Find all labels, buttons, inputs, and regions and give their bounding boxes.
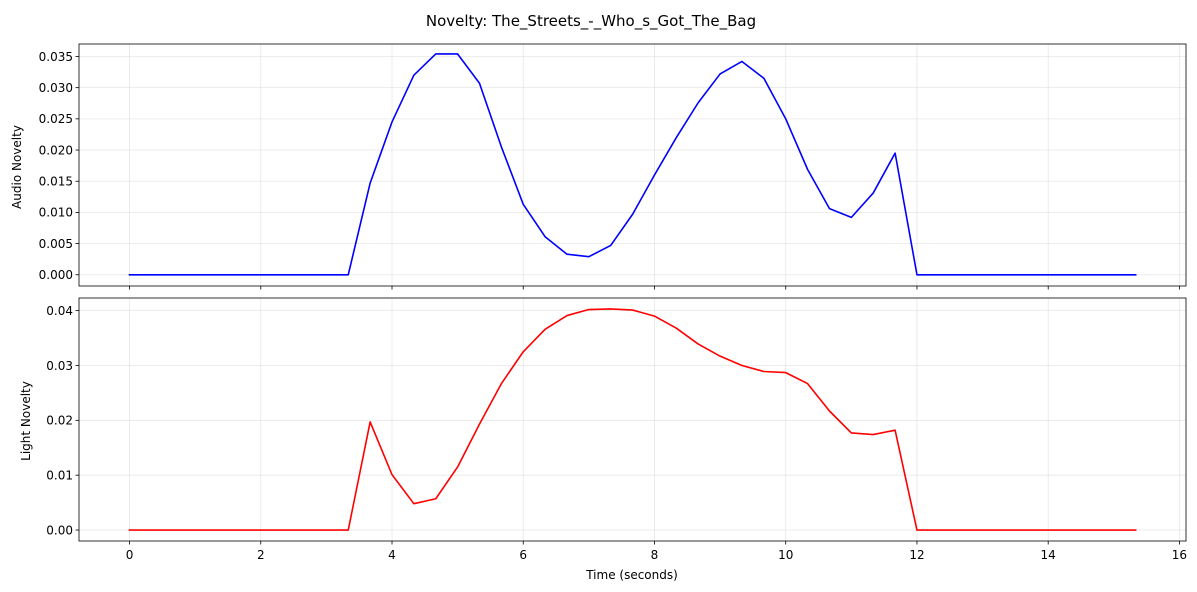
- y-tick-label: 0.000: [39, 268, 73, 282]
- x-tick-label: 10: [778, 548, 793, 562]
- x-tick-label: 14: [1041, 548, 1056, 562]
- y-tick-label: 0.035: [39, 50, 73, 64]
- y-tick-label: 0.025: [39, 112, 73, 126]
- axes-frame: [78, 43, 1187, 287]
- y-tick-label: 0.020: [39, 143, 73, 157]
- x-tick-label: 2: [257, 548, 265, 562]
- x-tick-label: 0: [126, 548, 134, 562]
- x-tick-label: 16: [1172, 548, 1187, 562]
- y-tick-label: 0.015: [39, 175, 73, 189]
- light-novelty-ylabel: Light Novelty: [19, 381, 33, 461]
- grid-lines: [79, 44, 1186, 286]
- audio-novelty-panel: Audio Novelty 0.000 0.005 0.010 0.015 0.020 0…: [10, 43, 1187, 290]
- time-xlabel: Time (seconds): [585, 568, 678, 582]
- x-tick-label: 6: [519, 548, 527, 562]
- y-tick-label: 0.030: [39, 81, 73, 95]
- y-tick-label: 0.04: [46, 304, 73, 318]
- y-tick-label: 0.01: [46, 468, 73, 482]
- y-tick-label: 0.00: [46, 523, 73, 537]
- audio-novelty-line: [128, 53, 1137, 276]
- light-novelty-line: [128, 308, 1137, 531]
- x-tick-label: 8: [651, 548, 659, 562]
- light-novelty-panel: Light Novelty Time (seconds) 0 2 4 6 8 10 12 14…: [19, 297, 1187, 582]
- y-tick-label: 0.02: [46, 414, 73, 428]
- x-tick-label: 4: [388, 548, 396, 562]
- y-tick-label: 0.03: [46, 359, 73, 373]
- y-tick-label: 0.010: [39, 206, 73, 220]
- figure-title: Novelty: The_Streets_-_Who_s_Got_The_Bag: [426, 12, 756, 31]
- audio-novelty-ylabel: Audio Novelty: [10, 125, 24, 209]
- y-tick-label: 0.005: [39, 237, 73, 251]
- x-tick-label: 12: [909, 548, 924, 562]
- grid-lines: [79, 298, 1186, 541]
- axes-frame: [78, 297, 1187, 542]
